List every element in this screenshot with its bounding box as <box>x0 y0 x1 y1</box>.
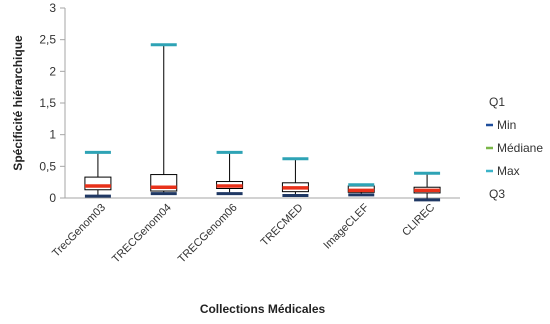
y-tick-label: 1 <box>49 128 56 142</box>
y-axis-title: Spécificité hiérarchique <box>11 35 25 171</box>
x-category-label: TRECGenom06 <box>176 202 240 266</box>
legend-label: Min <box>497 118 516 132</box>
x-category-label: TrecGenom03 <box>50 202 108 260</box>
x-axis-labels: TrecGenom03 TRECGenom04 TRECGenom06 TRECMED… <box>50 201 437 265</box>
x-category-label: TRECMED <box>259 202 306 249</box>
box-ImageCLEF <box>347 183 375 197</box>
legend: Q1 Min Médiane Max Q3 <box>486 95 543 201</box>
y-tick-label: 0,5 <box>39 159 56 173</box>
legend-item-Min: Min <box>486 118 516 132</box>
y-tick-label: 3 <box>49 1 56 15</box>
box-series <box>84 43 441 202</box>
x-axis-title: Collections Médicales <box>200 302 326 316</box>
box-TrecGenom03 <box>84 150 112 198</box>
y-tick-label: 0 <box>49 191 56 205</box>
box-q1-q3 <box>84 176 112 191</box>
x-category-label: TRECGenom04 <box>110 202 174 266</box>
box-TRECMED <box>281 157 309 197</box>
y-tick-label: 2 <box>49 64 56 78</box>
legend-label: Max <box>497 164 520 178</box>
legend-item-Q1: Q1 <box>489 95 505 109</box>
legend-label: Médiane <box>497 141 543 155</box>
legend-label: Q1 <box>489 95 505 109</box>
x-category-label: ImageCLEF <box>321 201 371 251</box>
box-TRECGenom04 <box>150 43 178 196</box>
box-CLIREC <box>413 171 441 202</box>
y-tick-label: 2,5 <box>39 33 56 47</box>
legend-item-Q3: Q3 <box>489 187 505 201</box>
legend-item-Max: Max <box>486 164 520 178</box>
legend-item-Médiane: Médiane <box>486 141 543 155</box>
y-tick-label: 1,5 <box>39 96 56 110</box>
y-axis-ticks: 0 0,5 1 1,5 2 2,5 3 <box>39 1 65 205</box>
x-category-label: CLIREC <box>400 202 437 239</box>
legend-label: Q3 <box>489 187 505 201</box>
box-TRECGenom06 <box>216 150 244 196</box>
